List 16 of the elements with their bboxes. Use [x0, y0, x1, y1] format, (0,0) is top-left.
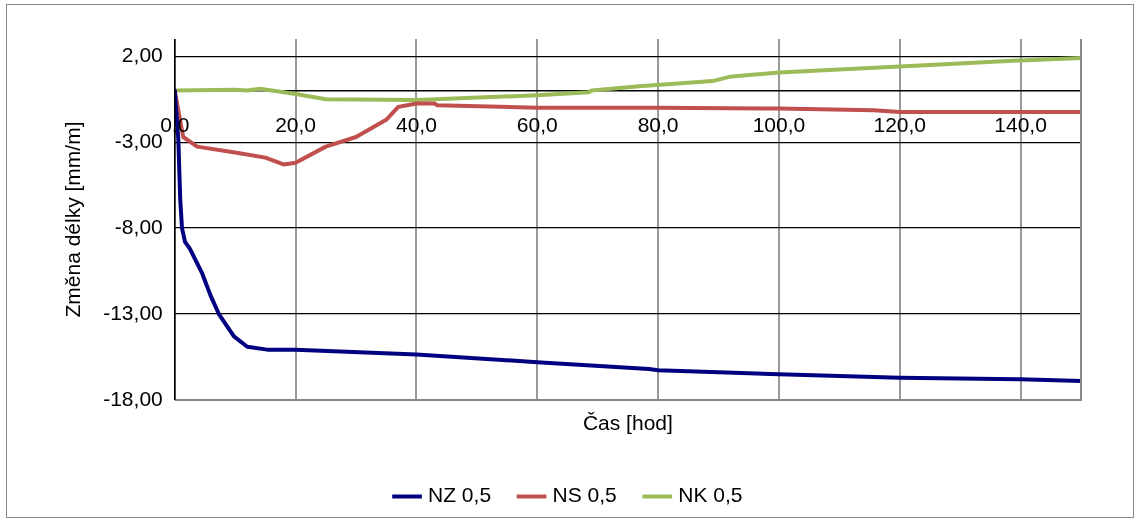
- x-tick-label: 120,0: [873, 112, 927, 136]
- x-tick-label: 40,0: [395, 112, 437, 136]
- y-tick-label: -13,00: [103, 300, 163, 324]
- x-tick-label: 60,0: [516, 112, 558, 136]
- x-axis-title: Čas [hod]: [582, 410, 673, 434]
- x-tick-label: 140,0: [994, 112, 1047, 136]
- x-tick-label: 100,0: [752, 112, 806, 136]
- legend-label: NS 0,5: [552, 483, 617, 507]
- legend-label: NK 0,5: [678, 483, 743, 507]
- y-tick-label: -18,00: [103, 386, 163, 410]
- y-tick-label: 2,00: [121, 42, 163, 66]
- legend-label: NZ 0,5: [428, 483, 492, 507]
- y-axis-title: Změna délky [mm/m]: [61, 121, 85, 318]
- y-tick-label: -8,00: [114, 214, 163, 238]
- x-tick-label: 80,0: [637, 112, 679, 136]
- x-tick-label: 20,0: [275, 112, 317, 136]
